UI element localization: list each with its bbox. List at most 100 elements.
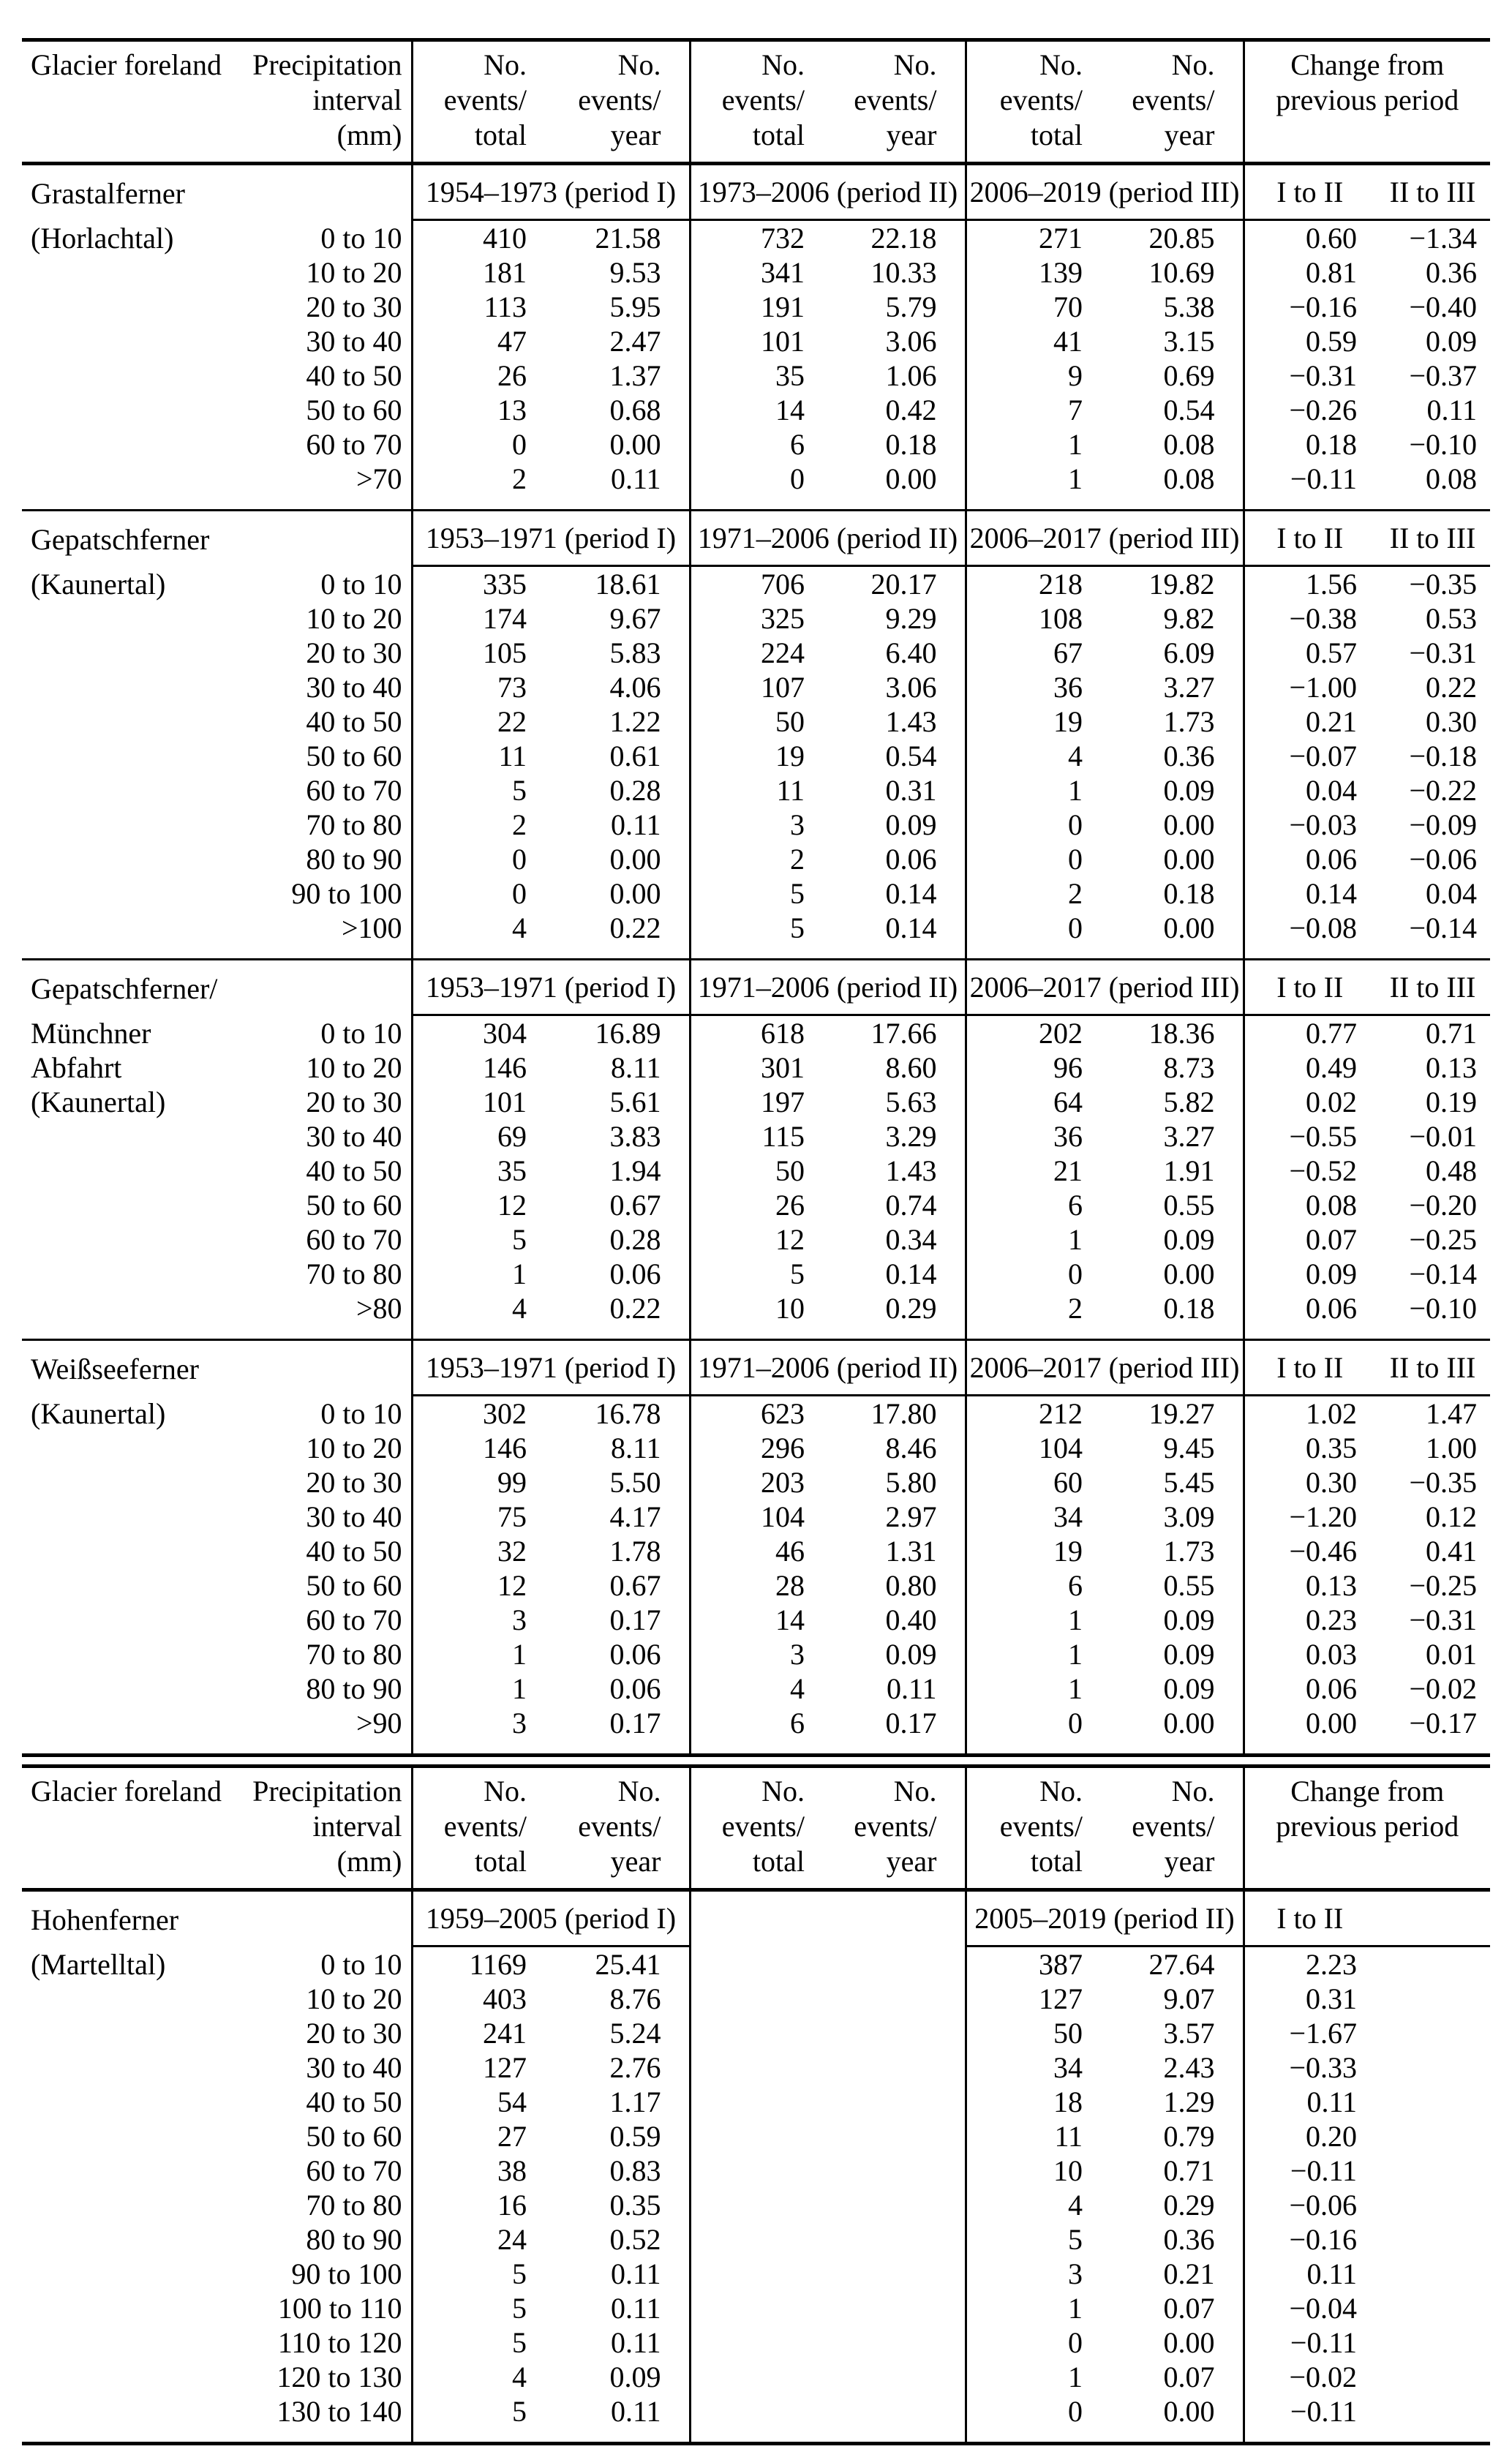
change-cell: 0.48 <box>1426 1154 1478 1187</box>
total-cell: 0 <box>410 842 556 876</box>
year-cell: 0.11 <box>610 2326 661 2359</box>
total-cell: 60 <box>964 1465 1112 1500</box>
glacier-sub-label: (Martelltal) <box>31 1948 166 1981</box>
year-cell: 0.11 <box>610 462 661 495</box>
events-total-header-line: total <box>474 1845 527 1878</box>
total-cell <box>688 2222 834 2257</box>
year-cell: 0.17 <box>885 1707 937 1739</box>
glacier-sub-label <box>22 1222 234 1257</box>
year-cell: 0.09 <box>885 808 937 841</box>
interval-cell: 80 to 90 <box>306 843 402 876</box>
total-cell: 3 <box>964 2257 1112 2291</box>
glacier-name: Hohenferner <box>31 1903 179 1936</box>
events-total-header-line: events/ <box>721 1810 805 1843</box>
interval-cell: 110 to 120 <box>277 2326 402 2359</box>
change-label: I to II <box>1242 1889 1375 1947</box>
data-row: 90 to 100 0 0.00 5 0.14 2 0.18 0.14 0.04 <box>22 876 1490 911</box>
events-year-header-line: No. <box>893 1775 937 1808</box>
data-row: 40 to 50 35 1.94 50 1.43 21 1.91 −0.52 0.48 <box>22 1154 1490 1188</box>
year-cell: 18.61 <box>595 568 661 601</box>
change-cell: −0.02 <box>1242 2360 1375 2394</box>
events-total-header: No. events/total <box>688 1766 834 1892</box>
total-cell: 1 <box>410 1637 556 1671</box>
change-cell: 1.56 <box>1242 565 1375 601</box>
year-cell: 3.27 <box>1163 1120 1215 1153</box>
total-cell: 0 <box>964 842 1112 876</box>
year-cell: 0.67 <box>609 1189 661 1222</box>
year-cell: 0.36 <box>1163 740 1215 772</box>
change-cell: 0.81 <box>1242 255 1375 290</box>
interval-cell: 70 to 80 <box>306 1257 402 1290</box>
events-year-header: No. events/year <box>834 40 966 165</box>
glacier-sub-label <box>22 255 234 290</box>
interval-cell: 0 to 10 <box>320 568 402 601</box>
year-cell <box>834 1982 966 2016</box>
total-cell: 0 <box>964 2325 1112 2360</box>
change-cell: 0.08 <box>1242 1188 1375 1222</box>
data-row: 70 to 80 2 0.11 3 0.09 0 0.00 −0.03 −0.09 <box>22 808 1490 842</box>
total-cell: 70 <box>964 290 1112 324</box>
total-cell: 16 <box>410 2188 556 2222</box>
total-cell: 1 <box>964 427 1112 462</box>
total-cell: 46 <box>688 1534 834 1568</box>
data-row: 30 to 40 47 2.47 101 3.06 41 3.15 0.59 0.09 <box>22 324 1490 358</box>
total-cell <box>688 2119 834 2154</box>
year-cell: 9.29 <box>885 602 937 635</box>
total-cell: 0 <box>964 808 1112 842</box>
year-cell <box>834 2257 966 2291</box>
interval-cell: 20 to 30 <box>306 2017 402 2050</box>
glacier-sub-label <box>22 1603 234 1637</box>
year-cell: 9.67 <box>609 602 661 635</box>
events-year-header-line: events/ <box>578 83 661 116</box>
data-row: >70 2 0.11 0 0.00 1 0.08 −0.11 0.08 <box>22 462 1490 511</box>
period-label <box>688 1889 966 1946</box>
section-period-row: Weißseeferner 1953–1971 (period I) 1971–20… <box>22 1339 1491 1396</box>
interval-cell: 30 to 40 <box>306 325 402 358</box>
glacier-sub-label <box>22 704 234 739</box>
data-row: 10 to 20 174 9.67 325 9.29 108 9.82 −0.38 0.53 <box>22 601 1490 636</box>
year-cell: 3.27 <box>1163 671 1215 704</box>
data-row: 40 to 50 32 1.78 46 1.31 19 1.73 −0.46 0.41 <box>22 1534 1490 1568</box>
change-cell: −0.01 <box>1409 1120 1478 1153</box>
total-cell: 12 <box>688 1222 834 1257</box>
change-cell <box>1375 2394 1490 2444</box>
data-row: 60 to 70 0 0.00 6 0.18 1 0.08 0.18 −0.10 <box>22 427 1490 462</box>
total-cell <box>688 2360 834 2394</box>
total-cell: 19 <box>688 739 834 773</box>
total-cell: 203 <box>688 1465 834 1500</box>
interval-cell: 50 to 60 <box>306 740 402 772</box>
glacier-sub-label <box>22 2291 234 2325</box>
glacier-sub-label: Münchner <box>31 1017 151 1050</box>
year-cell: 8.46 <box>885 1432 937 1464</box>
year-cell <box>834 2325 966 2360</box>
total-cell: 26 <box>410 358 556 393</box>
year-cell: 19.82 <box>1148 568 1215 601</box>
change-cell: 0.00 <box>1242 1706 1375 1756</box>
change-cell <box>1375 2016 1490 2050</box>
year-cell: 0.00 <box>1163 1257 1215 1290</box>
change-cell: 0.14 <box>1242 876 1375 911</box>
glacier-name: Weißseeferner <box>22 1339 412 1396</box>
interval-cell: 60 to 70 <box>306 2154 402 2187</box>
data-row: 50 to 60 13 0.68 14 0.42 7 0.54 −0.26 0.11 <box>22 393 1490 427</box>
change-header-line: previous period <box>1276 83 1459 116</box>
glacier-name: Gepatschferner <box>22 509 412 566</box>
year-cell: 0.69 <box>1163 359 1215 392</box>
year-cell: 1.22 <box>609 705 661 738</box>
total-cell: 6 <box>964 1568 1112 1603</box>
year-cell: 0.00 <box>885 462 937 495</box>
glacier-sub-label <box>22 2360 234 2394</box>
year-cell: 0.07 <box>1163 2292 1215 2325</box>
total-cell: 54 <box>410 2085 556 2119</box>
glacier-sub-label: (Kaunertal) <box>31 1397 166 1430</box>
interval-cell: 0 to 10 <box>320 1397 402 1430</box>
glacier-sub-label: Abfahrt <box>31 1051 122 1084</box>
events-total-header-line: total <box>1030 1845 1083 1878</box>
events-total-header-line: total <box>752 1845 805 1878</box>
year-cell: 1.37 <box>609 359 661 392</box>
total-cell: 64 <box>964 1085 1112 1119</box>
year-cell: 0.09 <box>1163 774 1215 807</box>
change-label <box>1375 1889 1491 1947</box>
change-cell: 0.20 <box>1242 2119 1375 2154</box>
total-cell: 174 <box>410 601 556 636</box>
